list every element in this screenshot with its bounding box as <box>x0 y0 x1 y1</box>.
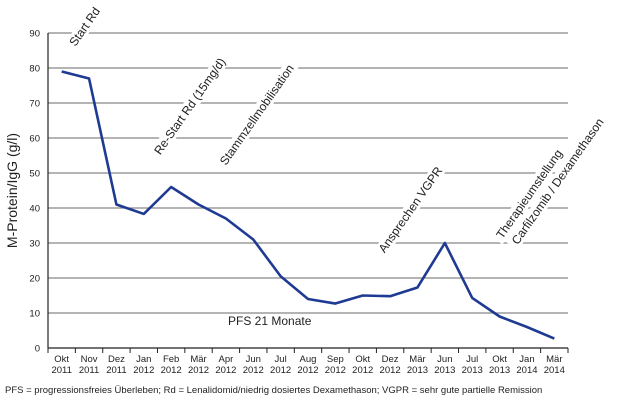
x-tick-label-month: Dez <box>382 354 399 365</box>
x-tick-label-month: Feb <box>163 354 179 365</box>
annotation-background <box>491 143 568 245</box>
x-tick-label-month: Mär <box>546 354 562 365</box>
annotation-background <box>506 112 609 251</box>
y-tick-label: 50 <box>29 169 40 180</box>
pfs-label: PFS 21 Monate <box>228 314 312 328</box>
x-tick-label-month: Okt <box>54 354 69 365</box>
x-tick-label-year: 2012 <box>270 365 291 376</box>
x-tick-label-month: Apr <box>218 354 233 365</box>
x-tick-label-year: 2013 <box>462 365 483 376</box>
annotation-background <box>64 1 106 52</box>
line-chart: 0102030405060708090Okt2011Nov2011Dez2011… <box>4 1 609 376</box>
x-tick-label-year: 2011 <box>106 365 126 376</box>
footnote: PFS = progressionsfreies Überleben; Rd =… <box>5 385 543 396</box>
y-tick-label: 30 <box>29 239 40 250</box>
x-tick-label-month: Okt <box>492 354 507 365</box>
y-tick-label: 70 <box>29 99 40 110</box>
x-tick-label-month: Jun <box>437 354 452 365</box>
x-tick-label-month: Jul <box>275 354 287 365</box>
x-tick-label-month: Mär <box>409 354 425 365</box>
x-tick-label-year: 2012 <box>380 365 401 376</box>
x-tick-label-month: Jan <box>136 354 151 365</box>
annotation-background <box>148 51 231 161</box>
annotation-background <box>373 160 448 259</box>
y-tick-label: 10 <box>29 309 40 320</box>
x-tick-label-year: 2014 <box>516 365 537 376</box>
y-tick-label: 0 <box>35 344 40 355</box>
x-tick-label-month: Jul <box>466 354 478 365</box>
y-tick-label: 80 <box>29 64 40 75</box>
x-tick-label-year: 2012 <box>352 365 373 376</box>
x-tick-label-year: 2012 <box>215 365 236 376</box>
x-tick-label-month: Jun <box>246 354 261 365</box>
x-tick-label-year: 2013 <box>407 365 428 376</box>
x-tick-label-month: Nov <box>81 354 98 365</box>
annotation: Stammzellmobilisation <box>217 62 297 168</box>
y-tick-label: 20 <box>29 274 40 285</box>
annotation: Carfilzomib / Dexamethason <box>509 116 607 248</box>
x-tick-label-month: Mär <box>190 354 206 365</box>
x-tick-label-month: Okt <box>355 354 370 365</box>
x-tick-label-year: 2012 <box>297 365 318 376</box>
annotation: Start Rd <box>66 5 103 49</box>
x-tick-label-year: 2012 <box>161 365 182 376</box>
y-tick-label: 90 <box>29 29 40 40</box>
x-tick-label-year: 2011 <box>79 365 99 376</box>
x-tick-label-year: 2011 <box>51 365 71 376</box>
x-tick-label-month: Sep <box>327 354 344 365</box>
y-tick-label: 40 <box>29 204 40 215</box>
x-tick-label-year: 2012 <box>243 365 264 376</box>
x-tick-label-year: 2012 <box>325 365 346 376</box>
x-tick-label-year: 2012 <box>133 365 154 376</box>
x-tick-label-year: 2013 <box>434 365 455 376</box>
annotation: Ansprechen VGPR <box>376 164 446 255</box>
series-line <box>61 70 555 340</box>
x-tick-label-year: 2012 <box>188 365 209 376</box>
x-tick-label-year: 2013 <box>489 365 510 376</box>
x-tick-label-month: Dez <box>108 354 125 365</box>
x-tick-label-month: Aug <box>300 354 317 365</box>
y-axis-label: M-Protein/IgG (g/l) <box>4 133 20 248</box>
annotation: Re-Start Rd (15mg/d) <box>151 55 228 157</box>
annotation-background <box>214 58 300 171</box>
y-tick-label: 60 <box>29 134 40 145</box>
x-tick-label-month: Jan <box>519 354 534 365</box>
x-tick-label-year: 2014 <box>544 365 565 376</box>
